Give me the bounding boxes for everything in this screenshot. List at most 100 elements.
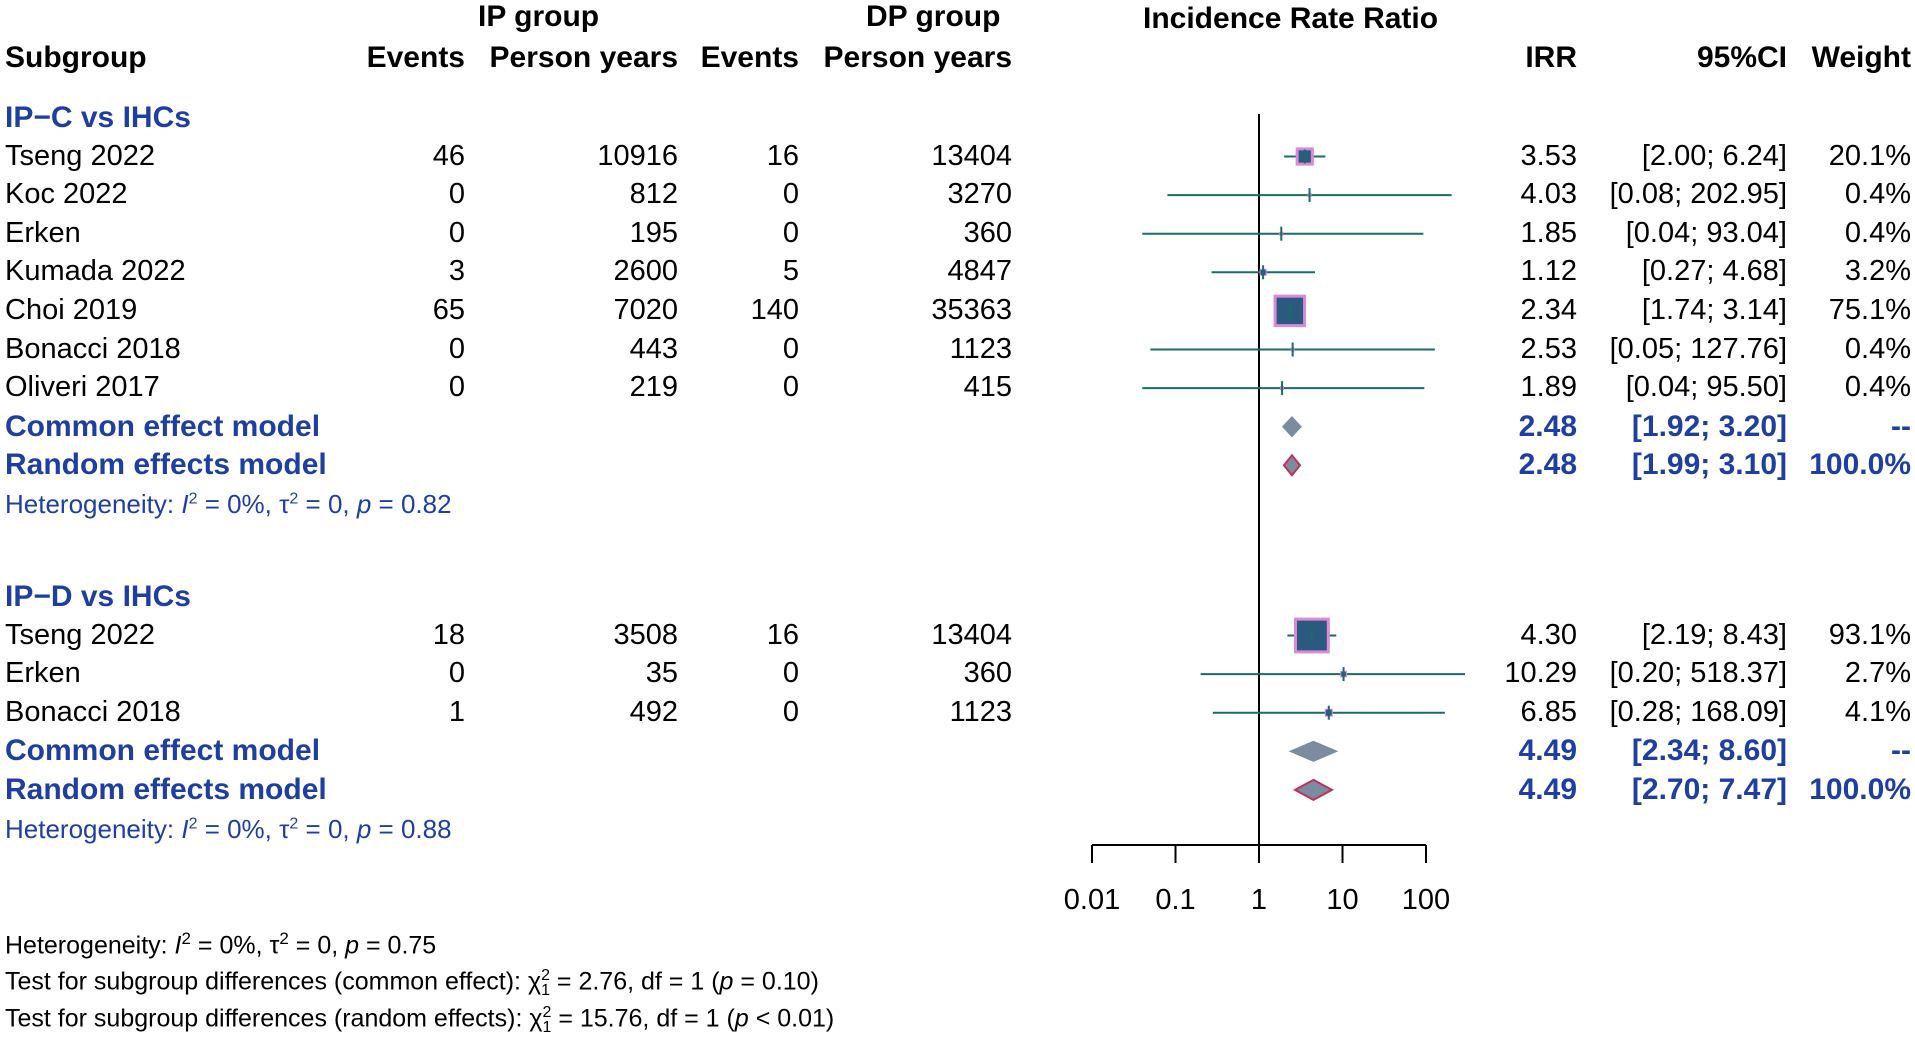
random-model-ci: [2.70; 7.47] (1631, 772, 1787, 806)
study-ci: [2.00; 6.24] (1641, 139, 1787, 172)
study-irr: 1.89 (1520, 371, 1577, 404)
ci-header: 95%CI (1696, 41, 1787, 74)
common-effect-diamond (1281, 415, 1302, 438)
study-ci: [0.20; 518.37] (1609, 657, 1787, 690)
random-model-weight: 100.0% (1809, 772, 1911, 806)
ip-events: 0 (448, 657, 465, 690)
dp-person-years: 1123 (949, 695, 1012, 728)
ip-events: 3 (448, 255, 465, 288)
study-name: Koc 2022 (5, 178, 128, 211)
common-model-weight: -- (1891, 734, 1911, 768)
study-ci: [0.04; 95.50] (1625, 371, 1787, 404)
common-model-label: Common effect model (5, 409, 321, 443)
study-irr: 2.34 (1520, 293, 1577, 326)
ip-events: 18 (432, 618, 465, 651)
study-name: Erken (5, 657, 81, 690)
x-tick-label: 1 (1250, 884, 1268, 916)
random-model-irr: 4.49 (1518, 772, 1577, 806)
dp-events: 0 (782, 178, 799, 211)
study-ci: [0.28; 168.09] (1609, 695, 1787, 728)
ip-person-years: 219 (629, 371, 678, 404)
x-tick-label: 0.1 (1155, 884, 1196, 916)
study-name: Erken (5, 216, 81, 249)
study-name: Oliveri 2017 (5, 371, 160, 404)
overall-heterogeneity: Heterogeneity: I2 = 0%, τ2 = 0, p = 0.75 (5, 929, 437, 960)
irr-plot-title: Incidence Rate Ratio (1143, 2, 1439, 35)
dp-events: 140 (750, 293, 799, 326)
ip-events: 46 (432, 139, 465, 172)
random-model-ci: [1.99; 3.10] (1631, 448, 1787, 482)
study-ci: [0.05; 127.76] (1609, 332, 1787, 365)
common-effect-diamond (1288, 740, 1339, 762)
random-model-irr: 2.48 (1518, 448, 1577, 482)
ip-person-years: 7020 (613, 293, 678, 326)
ip-events-header: Events (366, 41, 465, 74)
random-model-label: Random effects model (5, 772, 327, 806)
x-tick-label: 0.01 (1063, 884, 1121, 916)
study-irr: 4.30 (1520, 618, 1577, 651)
dp-events: 5 (782, 255, 799, 288)
group-title: IP−C vs IHCs (5, 101, 191, 134)
study-irr: 6.85 (1520, 695, 1577, 728)
dp-person-years: 360 (963, 657, 1012, 690)
study-weight: 0.4% (1844, 216, 1911, 249)
study-name: Kumada 2022 (5, 255, 186, 288)
dp-events: 0 (782, 332, 799, 365)
ip-events: 0 (448, 178, 465, 211)
ip-person-years: 3508 (613, 618, 678, 651)
random-effects-diamond (1292, 778, 1335, 802)
common-model-ci: [2.34; 8.60] (1631, 734, 1787, 768)
dp-events: 0 (782, 695, 799, 728)
dp-person-years: 35363 (931, 293, 1012, 326)
dp-events: 0 (782, 657, 799, 690)
random-effects-diamond (1282, 453, 1302, 477)
study-irr: 1.12 (1520, 255, 1577, 288)
group-heterogeneity: Heterogeneity: I2 = 0%, τ2 = 0, p = 0.82 (5, 488, 452, 519)
study-ci: [2.19; 8.43] (1641, 618, 1787, 651)
study-weight: 3.2% (1844, 255, 1911, 288)
study-name: Bonacci 2018 (5, 332, 181, 365)
dp-events: 16 (766, 618, 799, 651)
weight-header: Weight (1811, 41, 1911, 74)
dp-events: 16 (766, 139, 799, 172)
ip-events: 0 (448, 332, 465, 365)
ip-person-years: 492 (629, 695, 678, 728)
dp-events: 0 (782, 371, 799, 404)
study-ci: [0.27; 4.68] (1641, 255, 1787, 288)
study-ci: [1.74; 3.14] (1641, 293, 1787, 326)
ip-events: 0 (448, 216, 465, 249)
x-tick-label: 100 (1401, 884, 1451, 916)
x-tick-label: 10 (1326, 884, 1359, 916)
study-weight: 2.7% (1844, 657, 1911, 690)
ip-events: 0 (448, 371, 465, 404)
study-weight: 4.1% (1844, 695, 1911, 728)
study-irr: 1.85 (1520, 216, 1577, 249)
study-weight: 0.4% (1844, 371, 1911, 404)
ip-person-years: 195 (629, 216, 678, 249)
ip-person-years: 812 (629, 178, 678, 211)
ip-person-years-header: Person years (489, 41, 678, 74)
study-irr: 2.53 (1520, 332, 1577, 365)
ip-person-years: 10916 (597, 139, 678, 172)
irr-header: IRR (1525, 41, 1577, 74)
study-name: Choi 2019 (5, 293, 138, 326)
group-title: IP−D vs IHCs (5, 580, 191, 613)
dp-person-years: 13404 (931, 139, 1012, 172)
study-weight: 20.1% (1828, 139, 1911, 172)
test-subgroup-common: Test for subgroup differences (common ef… (5, 967, 819, 999)
study-weight: 0.4% (1844, 332, 1911, 365)
common-model-irr: 2.48 (1518, 409, 1577, 443)
dp-events: 0 (782, 216, 799, 249)
ip-person-years: 35 (645, 657, 678, 690)
dp-person-years: 1123 (949, 332, 1012, 365)
dp-person-years-header: Person years (823, 41, 1012, 74)
dp-person-years: 360 (963, 216, 1012, 249)
study-name: Tseng 2022 (5, 618, 155, 651)
dp-person-years: 4847 (947, 255, 1012, 288)
common-model-label: Common effect model (5, 734, 321, 768)
dp-person-years: 415 (963, 371, 1012, 404)
dp-person-years: 3270 (947, 178, 1012, 211)
dp-group-header: DP group (866, 0, 1001, 33)
